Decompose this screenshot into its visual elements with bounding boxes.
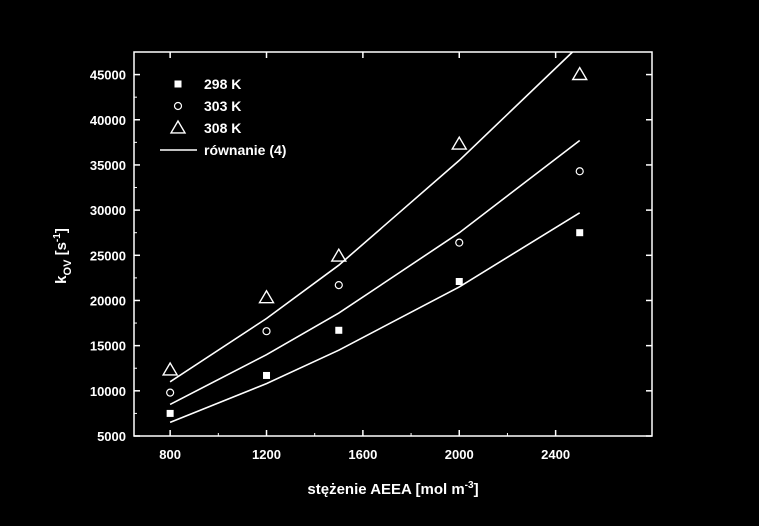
legend-label: równanie (4) [204, 142, 286, 158]
fit-curve-1 [169, 212, 581, 424]
data-point-open-circle [262, 327, 271, 336]
axis-ticks: 800 1200 1600 2000 2400 5000 10000 15000 20000 25… [90, 52, 652, 462]
data-point-open-triangle [330, 247, 348, 262]
x-axis-label: stężenie AEEA [mol m-3] [307, 480, 478, 498]
x-tick-label: 1600 [348, 447, 377, 462]
x-tick-label: 1200 [252, 447, 281, 462]
data-point-filled-square [335, 326, 343, 334]
x-tick-label: 2000 [445, 447, 474, 462]
data-point-open-circle [455, 238, 464, 247]
fit-curves [169, 51, 581, 424]
data-point-filled-square [576, 229, 584, 237]
data-point-open-triangle [258, 289, 275, 304]
fit-curve-2 [169, 139, 581, 406]
fit-curve-3 [169, 51, 574, 383]
legend-marker-open-circle [173, 101, 183, 111]
y-tick-label: 15000 [90, 339, 126, 354]
legend-label: 298 K [204, 76, 241, 92]
x-tick-label: 2400 [541, 447, 570, 462]
y-tick-label: 25000 [90, 248, 126, 263]
data-point-filled-square [455, 277, 463, 285]
data-point-open-circle [334, 281, 343, 290]
data-point-open-triangle [571, 66, 588, 81]
y-tick-label: 45000 [90, 68, 126, 83]
data-point-filled-square [263, 371, 271, 379]
plot-frame [133, 51, 653, 437]
y-tick-label: 5000 [97, 429, 126, 444]
legend-label: 303 K [204, 98, 241, 114]
y-tick-label: 35000 [90, 158, 126, 173]
plot-border [133, 51, 653, 437]
x-tick-label: 800 [159, 447, 181, 462]
data-markers [161, 66, 588, 417]
y-tick-label: 20000 [90, 293, 126, 308]
data-point-open-triangle [451, 135, 468, 150]
legend-marker-filled-square [174, 80, 182, 88]
data-point-open-circle [575, 167, 584, 176]
data-point-open-triangle [161, 361, 179, 376]
data-point-filled-square [166, 409, 174, 417]
data-point-open-circle [166, 388, 175, 397]
legend: 298 K 303 K 308 K równanie (4) [160, 76, 286, 158]
legend-label: 308 K [204, 120, 241, 136]
legend-marker-open-triangle [169, 119, 187, 134]
y-tick-label: 10000 [90, 384, 126, 399]
y-tick-label: 30000 [90, 203, 126, 218]
y-tick-label: 40000 [90, 113, 126, 128]
y-axis-label: kOV [s-1] [52, 228, 74, 284]
